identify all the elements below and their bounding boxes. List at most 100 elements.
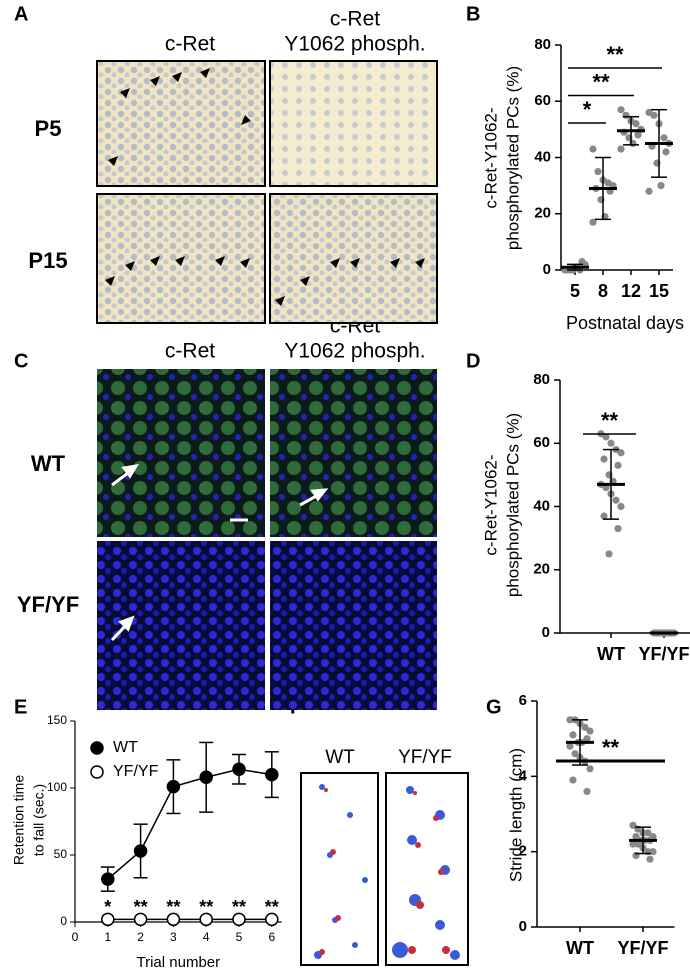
significance-label: ** [601, 408, 619, 433]
column-title: Y1062 phosph. [284, 340, 425, 363]
data-point [101, 912, 115, 927]
data-point [634, 840, 642, 848]
significance-label: ** [232, 897, 246, 917]
panel-label: A [14, 3, 28, 25]
y-tick-label: 0 [543, 261, 551, 278]
data-point [166, 912, 181, 927]
data-point [632, 833, 640, 841]
significance-label: * [104, 897, 111, 917]
micrograph [270, 541, 437, 710]
data-point [566, 716, 574, 724]
data-point [586, 765, 594, 773]
data-point [614, 525, 622, 533]
data-point [602, 433, 610, 441]
row-title: P5 [35, 116, 62, 141]
data-point [569, 731, 577, 739]
x-tick-label: 0 [72, 930, 79, 944]
data-point [614, 461, 622, 469]
data-point [649, 848, 657, 856]
data-point [605, 550, 613, 558]
data-point [645, 187, 653, 195]
y-tick-label: 80 [533, 371, 550, 388]
data-point [617, 106, 625, 114]
column-title: YF/YF [398, 747, 452, 768]
data-point [662, 148, 670, 156]
x-tick-label: YF/YF [638, 644, 689, 664]
arrowheads [105, 68, 425, 306]
data-point [265, 767, 279, 782]
y-tick-label: 6 [519, 692, 527, 709]
data-point [634, 131, 642, 139]
x-tick-label: 1 [104, 930, 111, 944]
row-title: P15 [28, 248, 67, 273]
column-title: Y1062 phosph. [284, 33, 425, 56]
legend-marker [90, 741, 104, 755]
data-point [571, 750, 579, 758]
legend-marker [90, 765, 104, 779]
x-tick-label: WT [566, 938, 594, 958]
y-tick-label: 0 [60, 914, 67, 928]
data-point [589, 145, 597, 153]
data-point [232, 912, 246, 927]
x-axis-label: Postnatal days [566, 313, 684, 333]
significance-label: ** [606, 42, 624, 67]
y-axis-label: c-Ret-Y1062- [481, 107, 500, 208]
y-tick-label: 80 [534, 36, 551, 53]
data-point [612, 496, 620, 504]
data-point [133, 912, 148, 927]
micrograph [97, 369, 265, 537]
y-tick-label: 60 [533, 434, 550, 451]
panel-label: D [466, 350, 480, 372]
x-axis-label: Trial number [136, 954, 220, 971]
y-axis-label: Stride length (cm) [506, 748, 525, 882]
x-tick-label: 3 [170, 930, 177, 944]
micrograph [270, 369, 437, 537]
data-point [583, 735, 591, 743]
data-point [646, 855, 654, 863]
series-line [107, 768, 272, 880]
micrograph [269, 60, 438, 187]
data-point [644, 829, 652, 837]
footprints [314, 784, 460, 960]
data-point [617, 449, 625, 457]
footprint-box [300, 772, 379, 966]
data-point [657, 182, 665, 190]
x-tick-label: 2 [137, 930, 144, 944]
x-tick-label: WT [597, 644, 625, 664]
data-point [632, 120, 640, 128]
micrograph [97, 541, 265, 710]
data-point [594, 167, 602, 176]
data-point [583, 787, 591, 796]
significance-label: ** [166, 897, 180, 917]
data-point [133, 844, 148, 858]
y-tick-label: 60 [534, 92, 551, 109]
row-title: WT [31, 451, 66, 476]
x-tick-label: 6 [268, 930, 275, 944]
y-tick-label: 50 [54, 847, 68, 861]
data-point [232, 762, 246, 776]
data-point [622, 111, 630, 119]
panel-label: B [466, 3, 480, 25]
y-tick-label: 20 [534, 205, 551, 222]
y-tick-label: 100 [47, 780, 67, 794]
x-tick-label: YF/YF [617, 938, 668, 958]
y-axis-label: to fall (sec.) [31, 784, 47, 856]
y-tick-label: 4 [519, 767, 528, 784]
x-tick-label: 8 [598, 281, 608, 301]
data-point [199, 770, 213, 785]
panel-label: E [14, 696, 27, 718]
data-point [578, 257, 586, 266]
y-tick-label: 150 [47, 713, 67, 727]
y-tick-label: 0 [519, 918, 527, 935]
y-axis-label: Retention time [11, 775, 27, 865]
y-tick-label: 40 [533, 497, 550, 514]
significance-label: ** [602, 735, 620, 760]
significance-label: ** [265, 897, 279, 917]
data-point [600, 512, 608, 520]
significance-label: * [583, 97, 592, 122]
significance-label: ** [199, 897, 213, 917]
y-tick-label: 2 [519, 843, 527, 860]
data-point [166, 779, 181, 794]
x-tick-label: 4 [203, 930, 210, 944]
